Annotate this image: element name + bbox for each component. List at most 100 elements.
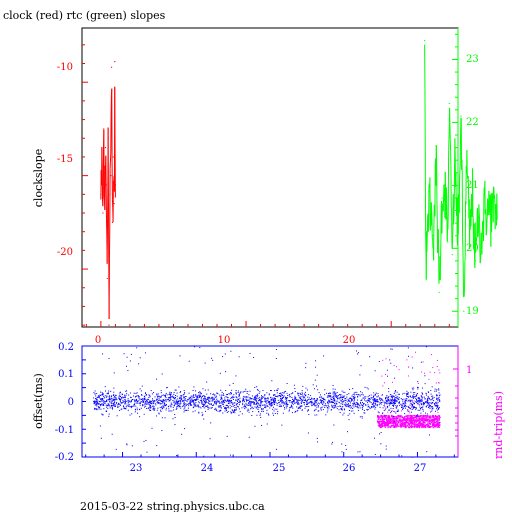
offset-point [375, 404, 377, 406]
offset-point [153, 400, 155, 402]
offset-point [157, 401, 159, 403]
offset-point [406, 409, 408, 411]
offset-point [301, 405, 303, 407]
offset-point [283, 405, 285, 407]
offset-point [419, 398, 421, 400]
rnd-trip-point [380, 415, 382, 417]
offset-point [96, 408, 98, 410]
offset-point [438, 407, 440, 409]
offset-point [250, 402, 252, 404]
slopes-y-tick-minus10: -10 [57, 62, 73, 73]
offset-point [179, 400, 181, 402]
offset-point [390, 412, 392, 414]
offset-point [181, 406, 183, 408]
offset-point [284, 398, 286, 400]
offset-point [207, 397, 209, 399]
rnd-trip-outlier [428, 378, 430, 380]
offset-point [150, 406, 152, 408]
rnd-trip-point [383, 416, 386, 418]
offset-point [323, 398, 325, 400]
rnd-trip-point [434, 421, 437, 424]
offset-point [307, 402, 309, 404]
offset-point [412, 406, 414, 408]
offset-point [192, 400, 194, 402]
offset-point [229, 393, 231, 395]
offset-point [368, 395, 370, 397]
offset-point [350, 407, 352, 409]
offset-point [299, 397, 301, 399]
offset-point [397, 396, 399, 398]
offset-point [371, 406, 373, 408]
offset-point [313, 402, 315, 404]
rnd-trip-point [435, 425, 437, 427]
offset-point [238, 356, 240, 358]
offset-point [347, 403, 349, 405]
offset-point [165, 397, 167, 399]
offset-point [127, 398, 129, 400]
offset-point [190, 403, 192, 405]
rnd-trip-point [393, 426, 395, 428]
offset-point [274, 413, 276, 415]
offset-point [165, 407, 167, 409]
offset-point [425, 412, 427, 414]
offset-point [397, 398, 399, 400]
rnd-trip-point [395, 418, 397, 420]
offset-point [269, 407, 271, 409]
offset-point [149, 396, 151, 398]
offset-point [120, 401, 122, 403]
offset-point [407, 347, 409, 349]
offsets-x-tick-26: 26 [343, 463, 356, 474]
offset-point [206, 398, 208, 400]
offset-point [203, 418, 205, 420]
offset-point [209, 403, 211, 405]
rnd-trip-outlier [438, 382, 440, 384]
offset-point [204, 402, 206, 404]
offset-point [421, 407, 423, 409]
offset-point [239, 402, 241, 404]
rnd-trip-outlier [382, 385, 384, 387]
rnd-trip-point [406, 418, 408, 420]
offset-point [145, 402, 147, 404]
rnd-trip-point [388, 415, 390, 418]
offset-point [199, 394, 201, 396]
offset-point [100, 398, 102, 400]
offset-point [162, 402, 164, 404]
rnd-trip-point [384, 425, 386, 427]
rnd-trip-point [387, 426, 389, 429]
offset-point [212, 359, 214, 361]
offset-point [129, 406, 131, 408]
offset-point [334, 391, 336, 393]
offset-point [126, 444, 128, 446]
offset-point [251, 398, 253, 400]
offset-point [366, 400, 368, 402]
offset-point [170, 393, 172, 395]
offset-point [209, 396, 211, 398]
rnd-trip-point [419, 424, 421, 426]
offset-point [396, 391, 398, 393]
offset-point [101, 392, 103, 394]
offset-point [204, 399, 206, 401]
offset-point [232, 397, 234, 399]
offset-point [97, 403, 99, 405]
offset-point [402, 400, 404, 402]
rnd-trip-point [425, 420, 427, 422]
offset-point [109, 399, 111, 401]
rnd-trip-point [401, 425, 404, 427]
offset-point [277, 396, 279, 398]
offset-point [102, 398, 104, 400]
offset-point [245, 400, 247, 402]
offset-point [131, 413, 133, 415]
offset-point [94, 408, 96, 410]
offset-point [207, 406, 209, 408]
offset-point [237, 406, 239, 408]
offset-point [118, 397, 120, 399]
offset-point [204, 401, 206, 403]
offset-point [176, 455, 178, 457]
rnd-trip-point [409, 415, 411, 417]
rnd-trip-point [407, 416, 409, 418]
offset-point [272, 402, 274, 404]
offset-point [286, 401, 288, 403]
offset-point [93, 403, 95, 405]
offset-point [264, 400, 266, 402]
offset-point [373, 404, 375, 406]
